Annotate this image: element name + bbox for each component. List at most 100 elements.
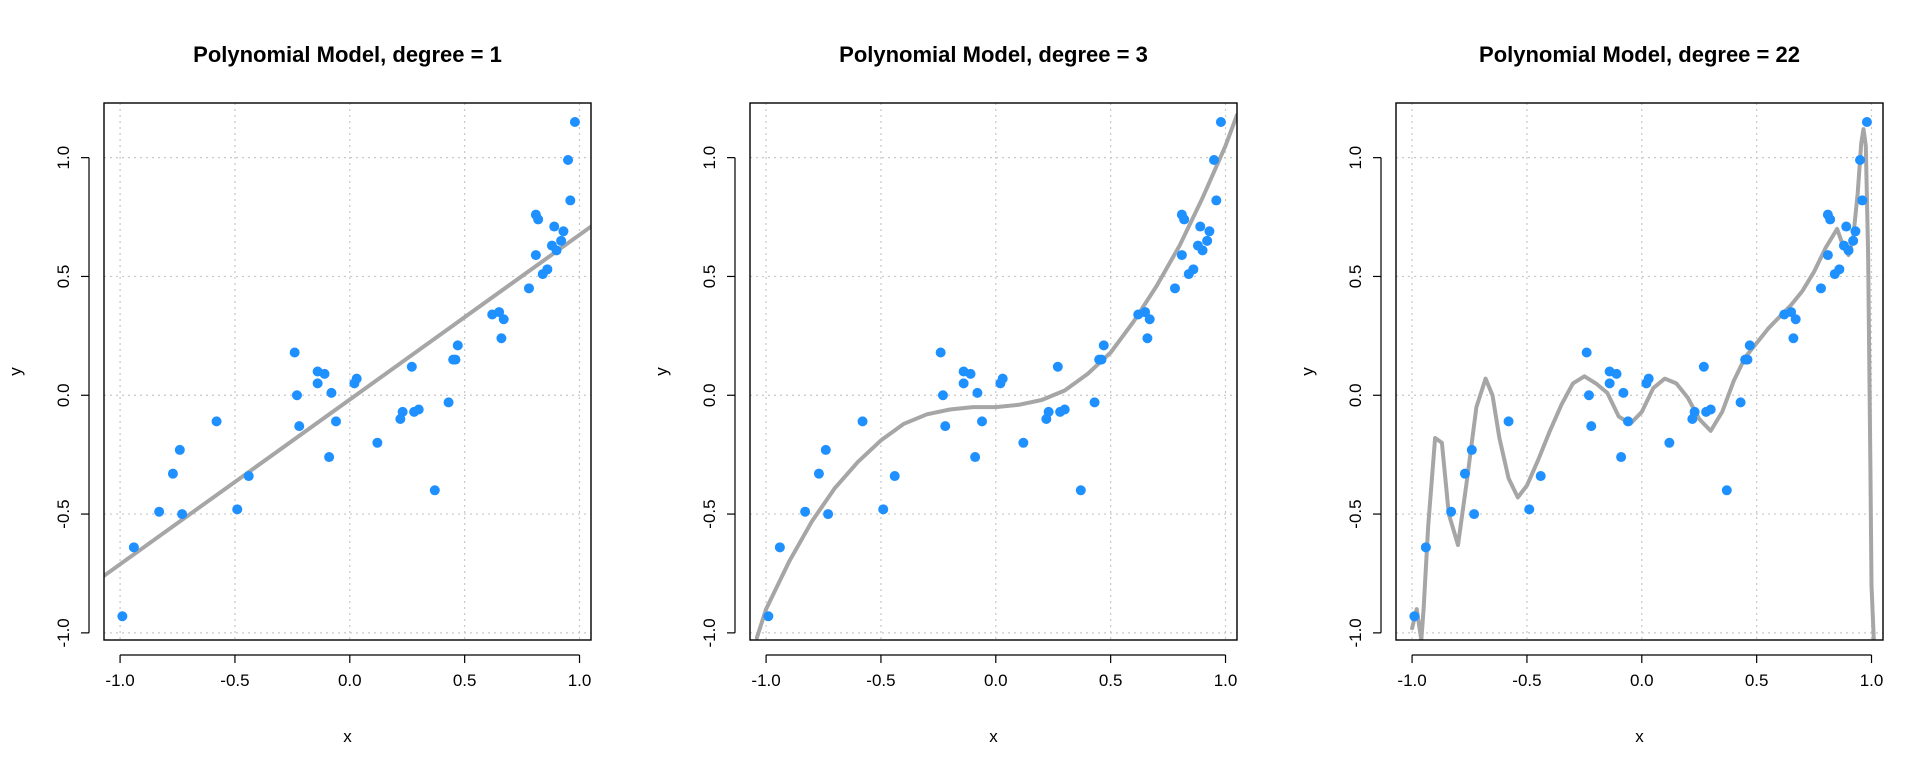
data-point bbox=[935, 347, 946, 358]
data-point bbox=[1583, 390, 1594, 401]
data-point bbox=[1195, 221, 1206, 232]
y-tick-label: 0.5 bbox=[54, 265, 73, 289]
data-point bbox=[1744, 340, 1755, 351]
data-point bbox=[312, 378, 323, 389]
data-point bbox=[232, 504, 243, 515]
data-point bbox=[1043, 406, 1054, 417]
data-point bbox=[1618, 387, 1629, 398]
data-point bbox=[372, 437, 383, 448]
y-tick-label: -1.0 bbox=[700, 618, 719, 647]
data-point bbox=[1643, 373, 1654, 384]
chart-panel-2: -1.0 -0.5 0.0 0.5 1.0 -1.0 -0.5 0.0 0.5 1.0 x y Poly… bbox=[652, 42, 1238, 746]
data-point bbox=[1409, 611, 1420, 622]
data-point bbox=[530, 250, 541, 261]
y-tick-label: 0.0 bbox=[54, 383, 73, 407]
data-point bbox=[174, 444, 185, 455]
data-point bbox=[319, 368, 330, 379]
data-point bbox=[1215, 117, 1226, 128]
data-point bbox=[800, 506, 811, 517]
x-tick-label: 0.5 bbox=[1745, 671, 1769, 690]
data-point bbox=[1586, 421, 1597, 432]
chart-panel-3: -1.0 -0.5 0.0 0.5 1.0 -1.0 -0.5 0.0 0.5 1.0 x y Poly… bbox=[1298, 42, 1884, 746]
data-point bbox=[1742, 354, 1753, 365]
data-point bbox=[413, 404, 424, 415]
data-point bbox=[997, 373, 1008, 384]
x-tick-label: 0.0 bbox=[338, 671, 362, 690]
data-point bbox=[972, 387, 983, 398]
data-point bbox=[324, 452, 335, 463]
y-tick-label: -0.5 bbox=[1346, 499, 1365, 528]
data-point bbox=[1857, 195, 1868, 206]
data-point bbox=[406, 361, 417, 372]
x-tick-label: -1.0 bbox=[751, 671, 780, 690]
data-point bbox=[291, 390, 302, 401]
data-point bbox=[551, 245, 562, 256]
data-point bbox=[1140, 307, 1151, 318]
plot-frame bbox=[1395, 102, 1884, 641]
data-point bbox=[1469, 509, 1480, 520]
x-axis-title: x bbox=[343, 727, 352, 746]
data-point bbox=[533, 214, 544, 225]
data-point bbox=[820, 444, 831, 455]
x-tick-label: -0.5 bbox=[866, 671, 895, 690]
data-point bbox=[397, 406, 408, 417]
chart-title: Polynomial Model, degree = 22 bbox=[1479, 42, 1800, 67]
y-tick-label: -0.5 bbox=[54, 499, 73, 528]
plot-frame bbox=[103, 102, 592, 641]
data-point bbox=[1018, 437, 1029, 448]
y-axis-title: y bbox=[6, 367, 25, 376]
data-point bbox=[443, 397, 454, 408]
data-point bbox=[154, 506, 165, 517]
data-point bbox=[556, 235, 567, 246]
y-tick-label: 0.5 bbox=[1346, 265, 1365, 289]
data-point bbox=[1204, 226, 1215, 237]
data-point bbox=[1843, 245, 1854, 256]
data-point bbox=[494, 307, 505, 318]
x-tick-label: -1.0 bbox=[105, 671, 134, 690]
data-point bbox=[1535, 471, 1546, 482]
y-axis-title: y bbox=[1298, 367, 1317, 376]
y-tick-label: 0.5 bbox=[700, 265, 719, 289]
data-point bbox=[167, 468, 178, 479]
data-point bbox=[940, 421, 951, 432]
data-point bbox=[1834, 264, 1845, 275]
data-point bbox=[1581, 347, 1592, 358]
data-point bbox=[1188, 264, 1199, 275]
y-tick-label: 0.0 bbox=[700, 383, 719, 407]
data-point bbox=[429, 485, 440, 496]
x-tick-label: -0.5 bbox=[220, 671, 249, 690]
y-tick-label: 1.0 bbox=[700, 146, 719, 170]
data-point bbox=[331, 416, 342, 427]
data-point bbox=[763, 611, 774, 622]
data-point bbox=[563, 155, 574, 166]
data-point bbox=[1098, 340, 1109, 351]
data-point bbox=[1524, 504, 1535, 515]
data-point bbox=[177, 509, 188, 520]
y-tick-label: 0.0 bbox=[1346, 383, 1365, 407]
x-tick-label: 1.0 bbox=[1860, 671, 1884, 690]
y-tick-label: -1.0 bbox=[1346, 618, 1365, 647]
data-point bbox=[970, 452, 981, 463]
data-point bbox=[498, 314, 509, 325]
data-point bbox=[1721, 485, 1732, 496]
data-point bbox=[452, 340, 463, 351]
data-point bbox=[1059, 404, 1070, 415]
data-point bbox=[1616, 452, 1627, 463]
data-point bbox=[774, 542, 785, 553]
x-tick-label: 1.0 bbox=[1214, 671, 1238, 690]
data-point bbox=[1815, 283, 1826, 294]
data-point bbox=[1197, 245, 1208, 256]
x-tick-label: 0.5 bbox=[453, 671, 477, 690]
data-point bbox=[565, 195, 576, 206]
data-point bbox=[1788, 333, 1799, 344]
data-point bbox=[813, 468, 824, 479]
data-point bbox=[569, 117, 580, 128]
data-point bbox=[1142, 333, 1153, 344]
x-tick-label: 0.0 bbox=[1630, 671, 1654, 690]
data-point bbox=[1698, 361, 1709, 372]
data-point bbox=[1664, 437, 1675, 448]
fit-curve bbox=[754, 112, 1237, 640]
data-point bbox=[523, 283, 534, 294]
x-tick-label: 0.0 bbox=[984, 671, 1008, 690]
